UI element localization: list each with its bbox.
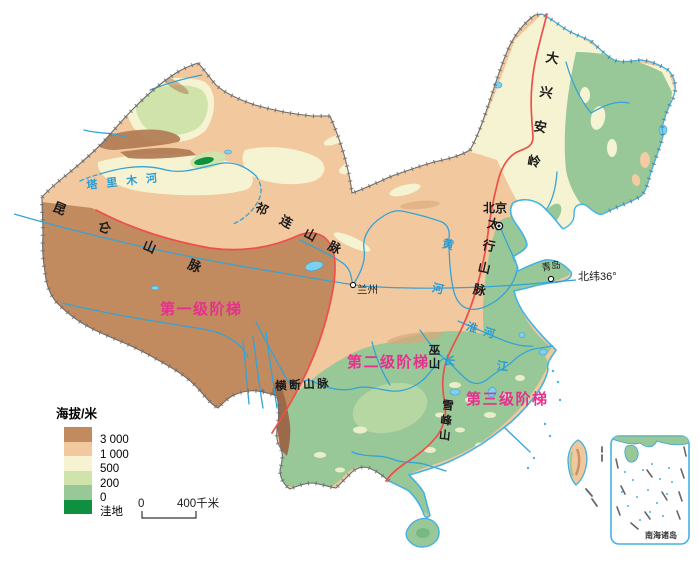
beijing-label: 北京	[483, 201, 508, 215]
tier1-boundary-line	[95, 209, 336, 434]
wushan-mountain-label: 巫山	[427, 344, 440, 371]
latitude-36N-line	[13, 213, 577, 289]
tier-boundary-lines	[95, 13, 548, 482]
legend-swatch-3000	[64, 427, 92, 442]
tier1-label: 第一级阶梯	[160, 301, 243, 318]
scale-distance-label: 400千米	[177, 498, 220, 510]
borders	[39, 11, 678, 519]
legend-swatch-1000	[64, 441, 92, 456]
legend-label-200: 200	[100, 477, 120, 490]
latitude-36N-label: 北纬36°	[578, 271, 617, 283]
legend-label-500: 500	[100, 463, 120, 475]
legend-swatches	[64, 427, 92, 514]
islands	[405, 369, 588, 548]
scale-zero-label: 0	[138, 498, 145, 510]
legend-label-0: 0	[100, 492, 107, 504]
legend-label-1000: 1 000	[100, 448, 129, 461]
rivers	[61, 61, 630, 472]
legend-title: 海拔/米	[56, 407, 97, 421]
legend-swatch-500	[64, 456, 92, 471]
legend-swatch-depression	[64, 499, 92, 514]
legend-label-depression: 洼地	[100, 506, 123, 518]
legend-swatch-200	[64, 470, 92, 485]
lanzhou-city-symbol	[349, 281, 357, 289]
tier2-label: 第二级阶梯	[347, 354, 430, 371]
elevation-legend: 海拔/米 3 000 1 000 500 200 0 洼地	[56, 403, 206, 535]
qingdao-city-symbol	[547, 275, 555, 283]
legend-swatch-0	[64, 485, 92, 500]
scale-bar	[141, 511, 197, 519]
dash-boundary-marks	[585, 446, 603, 507]
tier3-label: 第三级阶梯	[466, 391, 549, 408]
legend-label-3000: 3 000	[100, 434, 129, 446]
city-markers	[349, 221, 555, 289]
lanzhou-label: 兰州	[357, 284, 378, 296]
tier2-boundary-line	[385, 13, 548, 482]
south-china-sea-inset	[610, 435, 690, 545]
south-china-sea-islands-label: 南海诸岛	[645, 531, 677, 540]
